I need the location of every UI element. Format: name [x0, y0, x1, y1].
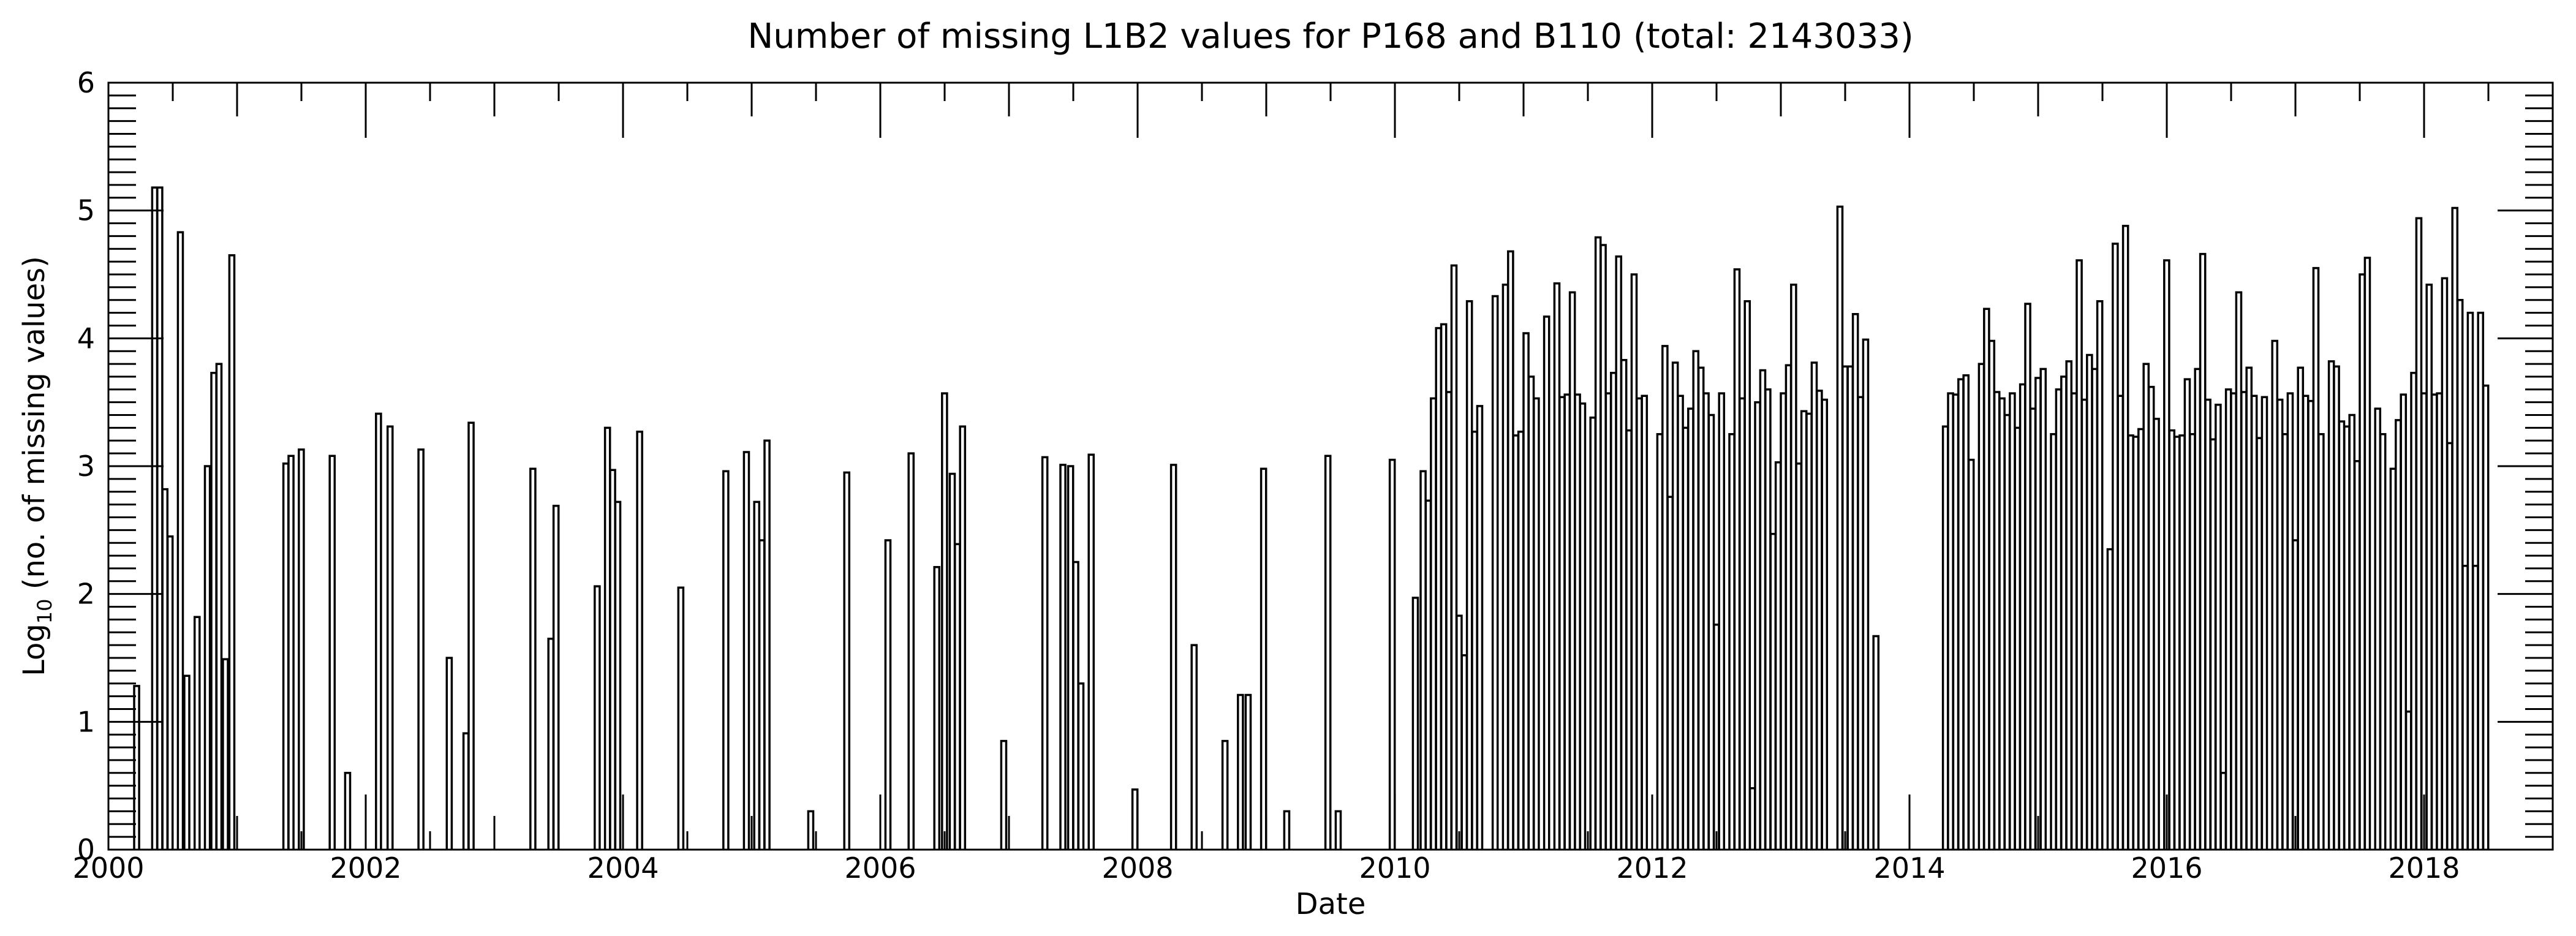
y-axis-label: Log10 (no. of missing values): [17, 256, 56, 676]
y-tick-label: 1: [77, 705, 95, 738]
chart-title: Number of missing L1B2 values for P168 a…: [747, 17, 1913, 56]
x-tick-label: 2012: [1616, 851, 1688, 885]
x-tick-label: 2000: [72, 851, 144, 885]
y-tick-label: 5: [77, 194, 95, 227]
tick-labels: 2000 2002 2004 2006 2008 2010 2012 2014 2016 2018…: [72, 66, 2460, 885]
x-tick-label: 2006: [844, 851, 916, 885]
x-tick-label: 2004: [587, 851, 659, 885]
x-tick-label: 2018: [2388, 851, 2460, 885]
axis-ticks: [107, 81, 2554, 851]
y-tick-label: 2: [77, 578, 95, 611]
y-tick-label: 4: [77, 322, 95, 355]
histogram-step-line: [133, 186, 2490, 850]
x-tick-label: 2008: [1101, 851, 1173, 885]
y-tick-label: 6: [77, 66, 95, 99]
y-tick-label: 3: [77, 450, 95, 483]
x-tick-label: 2016: [2131, 851, 2202, 885]
x-tick-label: 2010: [1359, 851, 1430, 885]
x-tick-label: 2002: [330, 851, 401, 885]
x-axis-label: Date: [1296, 887, 1366, 921]
x-tick-label: 2014: [1873, 851, 1945, 885]
y-tick-label: 0: [77, 833, 95, 866]
